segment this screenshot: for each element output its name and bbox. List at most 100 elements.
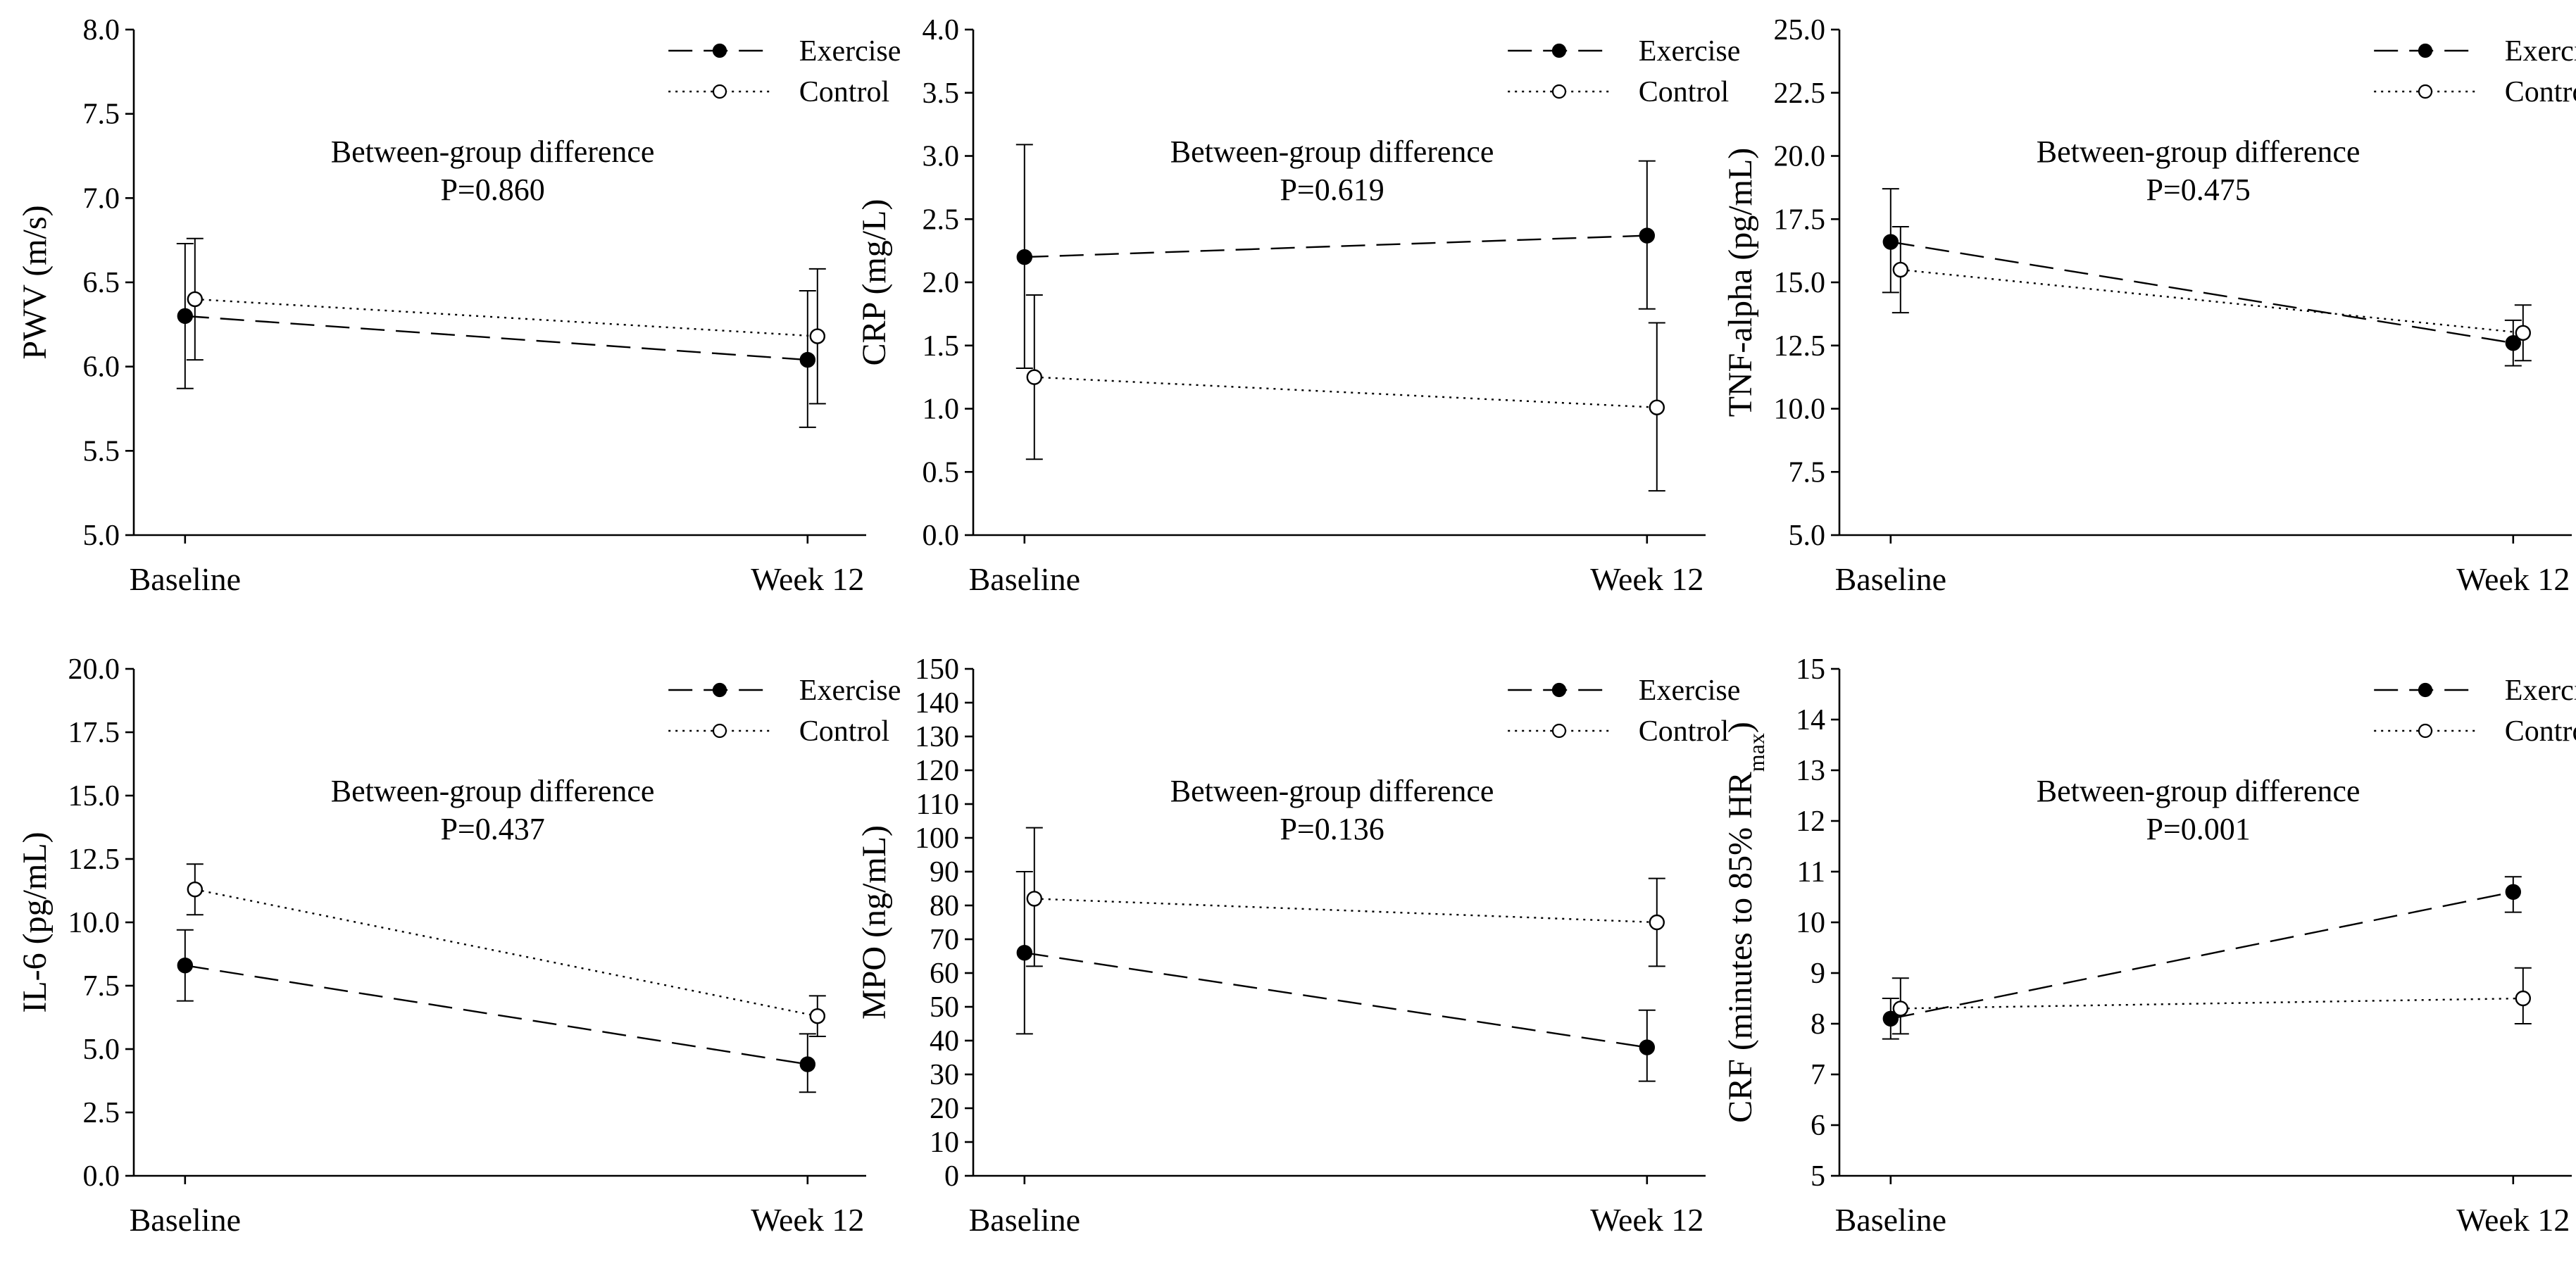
- x-category-label: Week 12: [751, 1202, 864, 1238]
- data-point-exercise: [799, 1056, 816, 1072]
- y-tick-label: 20.0: [68, 653, 120, 686]
- y-tick-label: 5.0: [83, 1034, 120, 1066]
- legend-label-control: Control: [1639, 715, 1729, 748]
- legend-label-control: Control: [2505, 76, 2576, 108]
- y-axis-label: IL-6 (pg/mL): [16, 832, 54, 1012]
- y-tick-label: 5.5: [83, 435, 120, 468]
- y-tick-label: 150: [915, 653, 959, 686]
- legend-marker-exercise: [1551, 682, 1567, 698]
- annotation-p-value: P=0.437: [440, 812, 544, 846]
- series-line-exercise: [185, 315, 808, 361]
- y-tick-label: 4.0: [923, 14, 960, 46]
- y-tick-label: 0.5: [923, 456, 960, 489]
- annotation-title: Between-group difference: [2037, 134, 2361, 169]
- x-category-label: Week 12: [1590, 1202, 1703, 1238]
- series-line-control: [1900, 997, 2523, 1010]
- y-tick-label: 1.0: [923, 394, 960, 426]
- y-tick-label: 0.0: [923, 520, 960, 552]
- y-tick-label: 6.0: [83, 351, 120, 384]
- y-tick-label: 10.0: [1774, 394, 1826, 426]
- series-line-control: [194, 889, 818, 1017]
- legend-marker-control: [2418, 723, 2433, 739]
- y-tick-label: 12.5: [1774, 330, 1826, 363]
- y-tick-label: 110: [916, 789, 959, 821]
- legend-marker-control: [1551, 84, 1567, 99]
- data-point-exercise: [1016, 249, 1033, 265]
- data-point-control: [809, 1008, 826, 1024]
- y-tick-label: 50: [930, 991, 959, 1024]
- annotation-title: Between-group difference: [331, 774, 655, 808]
- data-point-control: [1026, 891, 1043, 907]
- x-category-label: Baseline: [130, 561, 241, 597]
- y-tick-label: 15.0: [68, 780, 120, 813]
- y-tick-label: 3.0: [923, 141, 960, 173]
- data-point-control: [1649, 399, 1665, 415]
- x-category-label: Week 12: [751, 561, 864, 597]
- y-tick-label: 2.5: [83, 1097, 120, 1129]
- annotation-title: Between-group difference: [331, 134, 655, 169]
- y-tick-label: 10: [930, 1127, 959, 1159]
- x-category-label: Week 12: [2456, 561, 2570, 597]
- data-point-exercise: [177, 957, 193, 974]
- annotation-p-value: P=0.860: [440, 172, 544, 207]
- legend-marker-exercise: [2418, 43, 2433, 58]
- legend-label-exercise: Exercise: [1639, 675, 1741, 707]
- series-line-exercise: [185, 965, 808, 1065]
- y-tick-label: 40: [930, 1025, 959, 1058]
- annotation-p-value: P=0.001: [2146, 812, 2250, 846]
- y-tick-label: 6.5: [83, 267, 120, 299]
- y-tick-label: 2.0: [923, 267, 960, 299]
- y-tick-label: 7.5: [83, 970, 120, 1003]
- data-point-control: [2515, 990, 2532, 1007]
- series-line-control: [1034, 376, 1657, 408]
- data-point-exercise: [1016, 944, 1033, 961]
- legend-label-control: Control: [799, 76, 889, 108]
- x-category-label: Baseline: [1835, 561, 1946, 597]
- data-point-control: [1892, 261, 1909, 278]
- series-line-exercise: [1024, 952, 1647, 1048]
- data-point-control: [187, 291, 203, 308]
- y-axis-label: TNF-alpha (pg/mL): [1722, 148, 1759, 418]
- legend-marker-exercise: [712, 682, 727, 698]
- series-line-control: [1034, 898, 1657, 924]
- annotation-title: Between-group difference: [2037, 774, 2361, 808]
- x-category-label: Week 12: [2456, 1202, 2570, 1238]
- legend-label-control: Control: [2505, 715, 2576, 748]
- legend-marker-exercise: [712, 43, 727, 58]
- legend-marker-control: [2418, 84, 2433, 99]
- annotation-p-value: P=0.619: [1280, 172, 1384, 207]
- legend-marker-control: [1551, 723, 1567, 739]
- legend-label-control: Control: [1639, 76, 1729, 108]
- y-tick-label: 25.0: [1774, 14, 1826, 46]
- series-line-exercise: [1890, 241, 2513, 344]
- y-tick-label: 30: [930, 1059, 959, 1091]
- y-tick-label: 8.0: [83, 14, 120, 46]
- x-category-label: Baseline: [1835, 1202, 1946, 1238]
- y-tick-label: 22.5: [1774, 77, 1826, 110]
- y-tick-label: 7: [1811, 1059, 1825, 1091]
- data-point-exercise: [1882, 1010, 1899, 1027]
- y-tick-label: 12: [1796, 805, 1825, 838]
- chart-panel-1: 5.0 5.5 6.0 6.5 7.0 7.5 8.0 Baseline Week 12 PWV …: [16, 14, 901, 597]
- y-tick-label: 70: [930, 924, 959, 956]
- series-line-exercise: [1024, 234, 1647, 258]
- x-category-label: Baseline: [969, 1202, 1080, 1238]
- y-tick-label: 90: [930, 856, 959, 889]
- legend-marker-control: [712, 723, 727, 739]
- legend-marker-exercise: [2418, 682, 2433, 698]
- data-point-exercise: [2505, 334, 2522, 351]
- legend-label-exercise: Exercise: [2505, 35, 2576, 68]
- data-point-exercise: [1882, 234, 1899, 250]
- y-tick-label: 5.0: [83, 520, 120, 552]
- annotation-title: Between-group difference: [1170, 774, 1494, 808]
- data-point-exercise: [177, 308, 193, 325]
- y-tick-label: 7.5: [83, 99, 120, 131]
- y-tick-label: 6: [1811, 1110, 1825, 1142]
- x-category-label: Baseline: [130, 1202, 241, 1238]
- data-point-exercise: [1639, 227, 1656, 244]
- y-tick-label: 12.5: [68, 843, 120, 876]
- y-axis-label: CRF (minutes to 85% HRmax): [1722, 722, 1769, 1123]
- series-line-exercise: [1890, 891, 2514, 1020]
- annotation-title: Between-group difference: [1170, 134, 1494, 169]
- y-tick-label: 10: [1796, 907, 1825, 939]
